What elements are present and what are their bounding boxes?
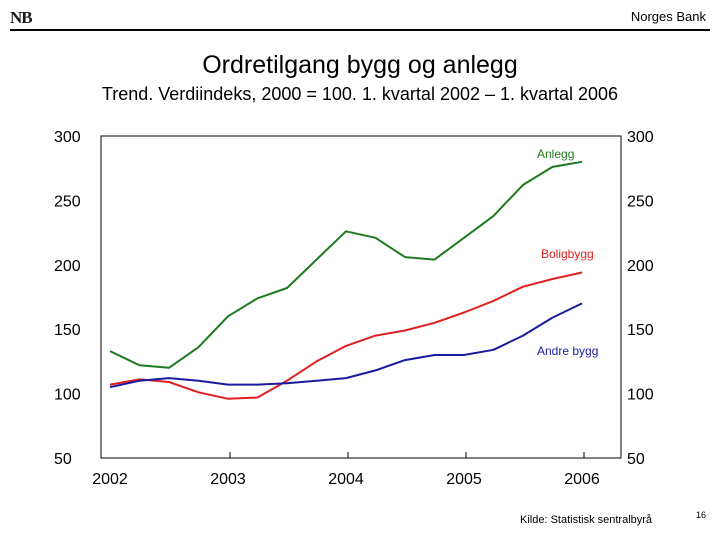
x-axis-labels: 2002 2003 2004 2005 2006 xyxy=(92,471,600,488)
x-tick-label-2: 2004 xyxy=(328,471,364,488)
series-labels: Anlegg Boligbygg Andre bygg xyxy=(537,147,598,358)
chart-title: Ordretilgang bygg og anlegg xyxy=(202,51,518,79)
y-tick-label-left-0: 50 xyxy=(54,451,72,468)
series-label-boligbygg: Boligbygg xyxy=(541,247,594,261)
y-tick-label-left-4: 250 xyxy=(54,193,81,210)
series-line-andre-bygg xyxy=(109,302,583,389)
y-tick-label-right-3: 200 xyxy=(627,258,654,275)
x-tick-label-3: 2005 xyxy=(446,471,482,488)
bank-name: Norges Bank xyxy=(630,9,706,24)
y-tick-label-left-3: 200 xyxy=(54,258,81,275)
logo-text: NB xyxy=(10,8,33,27)
y-tick-label-left-2: 150 xyxy=(54,322,81,339)
series-line-boligbygg xyxy=(109,271,583,400)
x-tick-label-0: 2002 xyxy=(92,471,128,488)
y-tick-label-left-1: 100 xyxy=(54,387,81,404)
y-axis-left-labels: 50 100 150 200 250 300 xyxy=(54,129,81,468)
series-label-anlegg: Anlegg xyxy=(537,147,574,161)
y-tick-label-right-0: 50 xyxy=(627,451,645,468)
page-number: 16 xyxy=(696,510,707,520)
x-axis-ticks xyxy=(229,452,585,458)
y-tick-label-right-1: 100 xyxy=(627,387,654,404)
series-label-andre-bygg: Andre bygg xyxy=(537,344,598,358)
norges-bank-logo: NB xyxy=(10,8,33,28)
y-axis-right-labels: 50 100 150 200 250 300 xyxy=(627,129,654,468)
series-line-anlegg xyxy=(109,160,583,369)
header-divider xyxy=(10,29,710,31)
y-tick-label-left-5: 300 xyxy=(54,129,81,146)
x-tick-label-1: 2003 xyxy=(210,471,246,488)
plot-area xyxy=(100,135,622,459)
y-tick-label-right-4: 250 xyxy=(627,193,654,210)
source-note: Kilde: Statistisk sentralbyrå xyxy=(520,514,653,526)
x-tick-label-4: 2006 xyxy=(564,471,600,488)
series-lines xyxy=(109,160,583,400)
y-tick-label-right-5: 300 xyxy=(627,129,654,146)
y-tick-label-right-2: 150 xyxy=(627,322,654,339)
chart-subtitle: Trend. Verdiindeks, 2000 = 100. 1. kvart… xyxy=(101,84,619,104)
